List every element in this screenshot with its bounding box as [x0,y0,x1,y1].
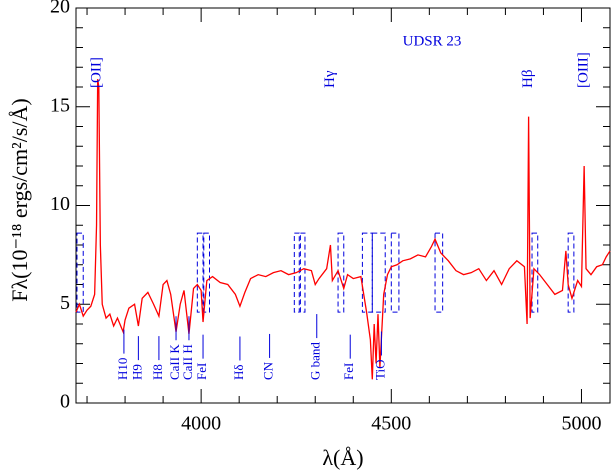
line-label: FeI [341,363,356,380]
index-band [299,232,306,313]
line-label: G band [308,342,323,380]
line-label: CaII H [180,344,195,380]
y-tick-label: 0 [60,391,70,413]
line-label: Hδ [231,364,246,380]
y-tick-label: 10 [50,193,70,215]
index-band [361,232,373,313]
x-tick-label: 4000 [181,413,221,435]
index-band [531,232,539,313]
x-tick-label: 4500 [371,413,411,435]
index-band [203,232,211,313]
emission-label: Hγ [322,70,338,88]
x-tick-label: 5000 [561,413,601,435]
index-band [76,232,84,313]
chart-title: UDSR 23 [403,33,462,49]
line-label: H9 [129,364,144,380]
line-label: H8 [150,364,165,380]
y-tick-label: 20 [50,0,70,18]
line-label: H10 [115,358,130,380]
index-band [196,232,204,313]
index-band [434,232,444,313]
index-band [567,232,575,313]
line-label: TiO [372,360,387,380]
line-label: CaII K [167,344,182,380]
emission-label: Hβ [520,70,536,88]
y-axis-label: Fλ(10⁻¹⁸ ergs/cm²/s/Å) [7,98,32,301]
y-tick-label: 15 [50,94,70,116]
x-axis-label: λ(Å) [322,445,363,470]
y-tick-label: 5 [60,292,70,314]
emission-label: [OIII] [576,52,592,88]
emission-label: [OII] [89,57,105,88]
index-band [371,232,386,313]
spectrum-line [75,79,611,380]
line-label: FeI [194,363,209,380]
index-band [390,232,400,313]
line-label: CN [261,361,276,380]
